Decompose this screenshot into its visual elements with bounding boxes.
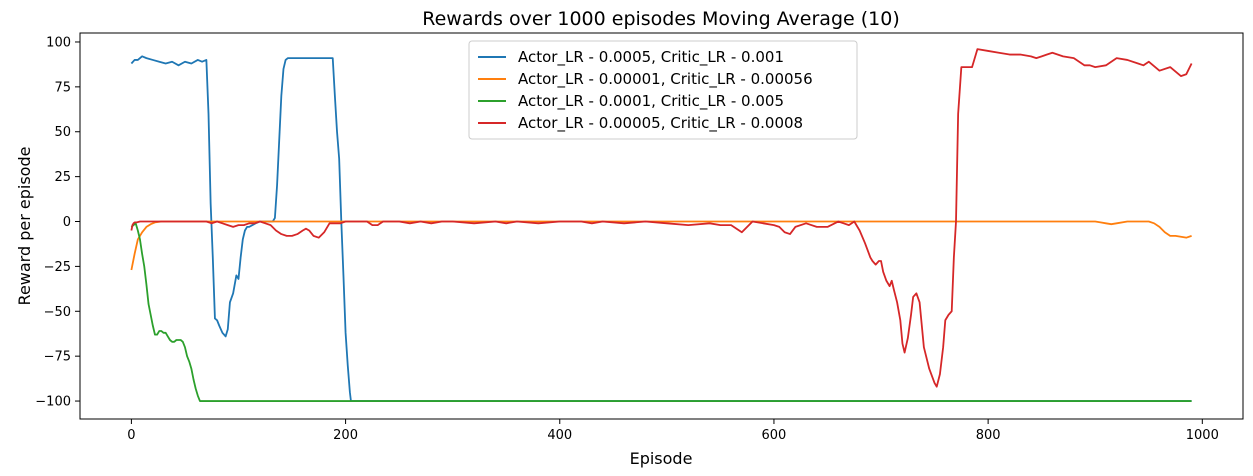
- series-layer: [130, 48, 1193, 402]
- y-tick-label: 0: [63, 215, 71, 230]
- y-tick-label: −50: [44, 305, 71, 320]
- legend: Actor_LR - 0.0005, Critic_LR - 0.001 Acto…: [468, 40, 858, 140]
- y-axis-title: Reward per episode: [15, 147, 34, 306]
- x-tick-label: 1000: [1186, 428, 1219, 443]
- legend-label: Actor_LR - 0.0005, Critic_LR - 0.001: [518, 48, 784, 67]
- legend-box: [468, 40, 858, 140]
- legend-label: Actor_LR - 0.00001, Critic_LR - 0.00056: [518, 70, 813, 89]
- y-tick-label: 50: [54, 125, 71, 140]
- series-line-2: [130, 220, 1192, 271]
- chart-title: Rewards over 1000 episodes Moving Averag…: [422, 8, 900, 30]
- y-tick-label: 25: [54, 170, 71, 185]
- legend-label: Actor_LR - 0.0001, Critic_LR - 0.005: [518, 92, 784, 111]
- x-tick-label: 600: [762, 428, 787, 443]
- y-tick-label: 75: [54, 80, 71, 95]
- y-tick-label: 100: [46, 35, 71, 50]
- x-tick-label: 200: [333, 428, 358, 443]
- x-tick-label: 0: [127, 428, 135, 443]
- x-tick-label: 800: [976, 428, 1001, 443]
- legend-label: Actor_LR - 0.00005, Critic_LR - 0.0008: [518, 114, 803, 133]
- series-line-4: [130, 48, 1193, 388]
- x-tick-label: 400: [547, 428, 572, 443]
- y-tick-label: −75: [44, 350, 71, 365]
- axes-layer: 0 200 400 600 800 1000 −100 −75 −50 −25 0 25 50 75 100: [35, 35, 1219, 443]
- plot-frame: [79, 32, 1244, 420]
- y-tick-label: −25: [44, 260, 71, 275]
- series-line-3: [130, 222, 1192, 402]
- y-tick-label: −100: [35, 395, 71, 410]
- x-axis-title: Episode: [630, 449, 693, 468]
